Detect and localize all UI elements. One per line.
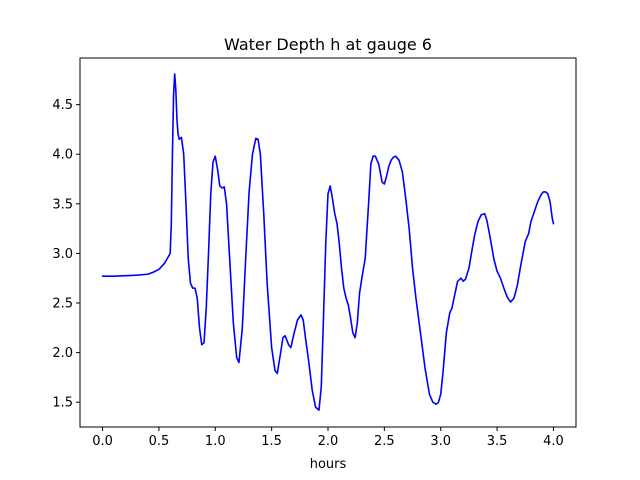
y-tick-label: 4.5 bbox=[52, 98, 73, 113]
x-tick-label: 2.5 bbox=[374, 434, 395, 449]
chart-title: Water Depth h at gauge 6 bbox=[224, 35, 432, 54]
y-tick-label: 1.5 bbox=[52, 396, 73, 411]
y-tick-label: 3.5 bbox=[52, 197, 73, 212]
x-tick-label: 0.0 bbox=[92, 434, 113, 449]
x-tick-label: 1.0 bbox=[205, 434, 226, 449]
series-line-0 bbox=[101, 73, 555, 411]
y-tick-label: 4.0 bbox=[52, 148, 73, 163]
y-tick-label: 2.5 bbox=[52, 297, 73, 312]
y-axis: 1.5 2.0 2.5 3.0 3.5 4.0 4.5 bbox=[52, 98, 80, 411]
x-axis-label: hours bbox=[310, 457, 347, 472]
x-tick-label: 4.0 bbox=[543, 434, 564, 449]
y-tick-label: 2.0 bbox=[52, 346, 73, 361]
y-tick-label: 3.0 bbox=[52, 247, 73, 262]
x-tick-label: 2.0 bbox=[318, 434, 339, 449]
x-tick-label: 3.0 bbox=[430, 434, 451, 449]
x-tick-label: 3.5 bbox=[487, 434, 508, 449]
x-axis: 0.0 0.5 1.0 1.5 2.0 2.5 3.0 3.5 4.0 bbox=[92, 427, 564, 449]
x-tick-label: 0.5 bbox=[149, 434, 170, 449]
x-tick-label: 1.5 bbox=[261, 434, 282, 449]
